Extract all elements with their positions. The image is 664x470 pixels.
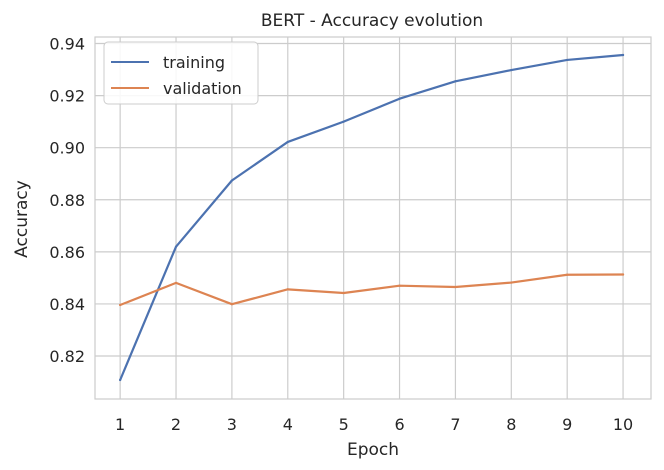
- grid-lines: [95, 37, 651, 399]
- chart-title: BERT - Accuracy evolution: [261, 11, 483, 31]
- data-point-training: [621, 53, 625, 57]
- data-point-training: [119, 378, 122, 382]
- y-tick-label: 0.94: [49, 35, 85, 54]
- data-point-training: [454, 80, 457, 83]
- data-point-validation: [286, 288, 289, 291]
- x-tick-label: 8: [506, 415, 516, 434]
- legend-label-validation: validation: [163, 79, 242, 98]
- y-tick-label: 0.92: [49, 87, 85, 106]
- y-axis-label: Accuracy: [12, 180, 32, 258]
- series-lines: [119, 53, 625, 382]
- x-tick-label: 6: [394, 415, 404, 434]
- data-point-validation: [174, 281, 178, 284]
- data-point-training: [342, 120, 345, 123]
- x-tick-label: 3: [227, 415, 237, 434]
- data-point-validation: [119, 303, 122, 307]
- y-tick-label: 0.90: [49, 139, 85, 158]
- y-tick-labels: 0.82 0.84 0.86 0.88 0.90 0.92 0.94: [49, 35, 85, 367]
- data-point-validation: [566, 273, 569, 276]
- data-point-validation: [342, 291, 345, 295]
- y-tick-label: 0.82: [49, 347, 85, 366]
- data-point-validation: [230, 303, 234, 306]
- data-point-training: [398, 97, 401, 100]
- data-point-training: [286, 140, 289, 144]
- x-tick-label: 2: [171, 415, 181, 434]
- data-point-training: [510, 68, 513, 72]
- data-point-validation: [621, 273, 625, 276]
- x-axis-label: Epoch: [347, 440, 399, 460]
- data-point-training: [566, 58, 569, 62]
- y-tick-label: 0.86: [49, 243, 85, 262]
- legend-label-training: training: [163, 53, 225, 72]
- data-point-validation: [398, 284, 401, 287]
- data-point-validation: [454, 285, 457, 289]
- x-tick-label: 9: [562, 415, 572, 434]
- series-line-validation: [119, 273, 625, 307]
- plot-area: [94, 36, 652, 400]
- series-line-training: [119, 53, 625, 382]
- x-tick-label: 4: [283, 415, 293, 434]
- data-point-training: [230, 179, 234, 182]
- x-tick-label: 5: [339, 415, 349, 434]
- x-tick-labels: 1 2 3 4 5 6 7 8 9 10: [115, 415, 633, 434]
- x-tick-label: 10: [613, 415, 633, 434]
- data-point-validation: [510, 281, 513, 284]
- data-point-training: [174, 245, 178, 248]
- legend: training validation: [103, 41, 259, 105]
- y-tick-label: 0.84: [49, 295, 85, 314]
- x-tick-label: 1: [115, 415, 125, 434]
- x-tick-label: 7: [450, 415, 460, 434]
- y-tick-label: 0.88: [49, 191, 85, 210]
